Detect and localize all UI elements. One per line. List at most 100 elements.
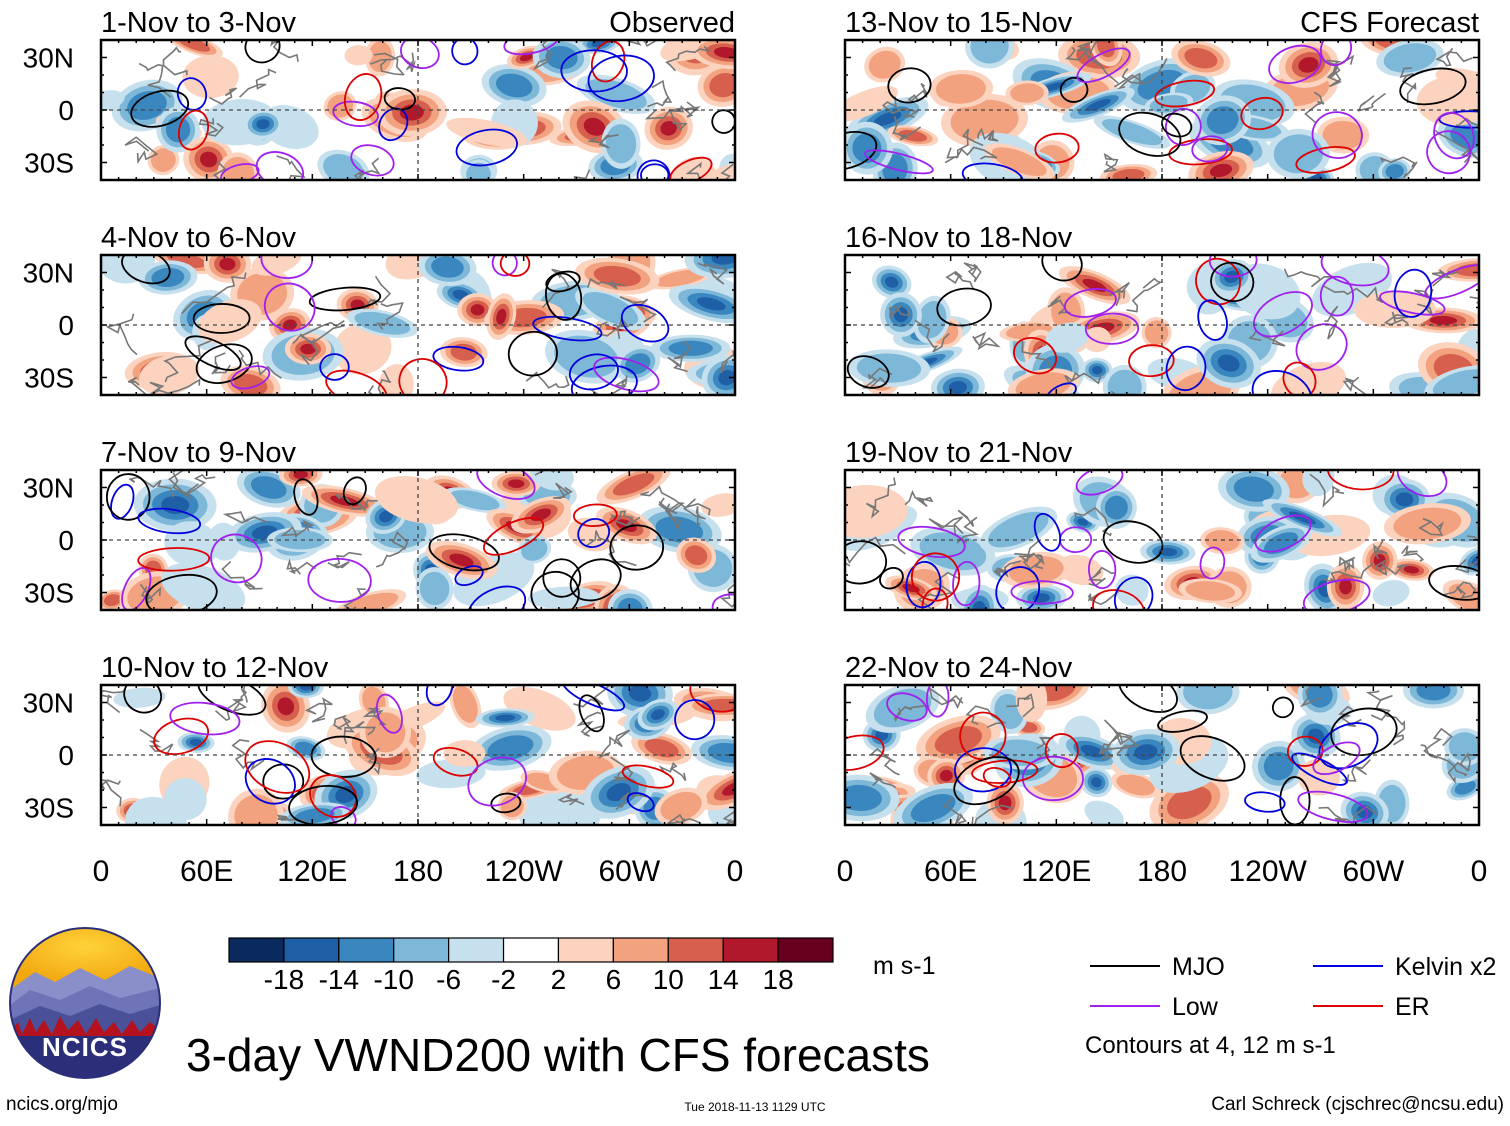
anomaly-shading (1383, 43, 1437, 73)
coastline (286, 558, 317, 575)
anomaly-shading (1354, 290, 1436, 328)
wave-contour (1295, 146, 1356, 174)
anomaly-shading (917, 301, 947, 339)
coastline (231, 739, 265, 772)
anomaly-shading (299, 685, 312, 691)
anomaly-shading (127, 90, 167, 120)
anomaly-shading (1183, 685, 1233, 710)
coastline (697, 262, 729, 285)
wave-contour (542, 558, 582, 598)
wave-contour (1424, 264, 1479, 300)
coastline (722, 810, 735, 825)
coastline (945, 270, 975, 290)
coastline (276, 155, 306, 180)
coastline (1326, 59, 1343, 88)
anomaly-shading (1372, 580, 1410, 607)
coastline (928, 686, 964, 709)
y-tick-label: 0 (58, 95, 74, 126)
wave-contour (1128, 344, 1175, 378)
x-tick-label: 120W (484, 855, 563, 888)
wave-contour (1254, 514, 1312, 553)
wave-contour (1075, 470, 1124, 496)
field-layer (845, 685, 1479, 825)
wave-contour (570, 364, 638, 395)
coastline (907, 82, 928, 103)
wave-contour (845, 131, 878, 171)
coastline (163, 339, 212, 383)
y-tick-label: 30S (24, 578, 74, 609)
map-panel: 13-Nov to 15-Nov CFS Forecast (843, 7, 1481, 182)
wave-contour (169, 701, 241, 736)
coastline (943, 797, 967, 825)
coastline (525, 371, 570, 389)
wave-contour (1191, 135, 1229, 163)
wave-contour (400, 40, 440, 70)
coastline (658, 500, 685, 515)
wave-contour (1034, 132, 1080, 164)
coastline (647, 79, 673, 108)
coastline (914, 319, 950, 353)
wave-contour (176, 77, 208, 111)
coastline (667, 340, 691, 373)
anomaly-shading (446, 117, 528, 147)
field-layer (101, 470, 735, 610)
colorbar-swatch (448, 937, 505, 963)
wave-contour (1268, 44, 1322, 84)
anomaly-shading (1112, 168, 1145, 180)
wave-contour (1327, 470, 1395, 491)
wave-contour (952, 560, 981, 607)
coastline (845, 536, 906, 567)
coastline (609, 510, 641, 527)
coastline (376, 302, 404, 330)
site-url[interactable]: ncics.org/mjo (6, 1094, 118, 1115)
coastline (124, 136, 159, 165)
coastline (625, 40, 659, 47)
coastline (965, 705, 1007, 729)
coastlines (881, 40, 1479, 179)
coastline (1103, 152, 1119, 173)
coastline (586, 134, 619, 149)
anomaly-shading (470, 304, 485, 316)
colorbar-swatch (228, 937, 285, 963)
anomaly-shading (1102, 119, 1162, 146)
y-tick-label: 30S (24, 148, 74, 179)
coastline (963, 262, 982, 283)
wave-contour (1179, 735, 1246, 782)
wave-contour (897, 525, 966, 559)
anomaly-shading (910, 793, 956, 823)
anomaly-shading (466, 162, 491, 180)
coastline (1248, 329, 1286, 347)
coastline (128, 476, 174, 498)
coastline (1113, 68, 1143, 88)
anomaly-shading (450, 490, 500, 511)
anomaly-shading (365, 712, 406, 753)
anomaly-shading (374, 476, 458, 524)
anomaly-shading (335, 786, 357, 804)
y-tick-label: 30S (24, 793, 74, 824)
coastline (334, 493, 378, 512)
coastline (333, 714, 355, 733)
coastline (658, 761, 687, 781)
wave-contour (1084, 312, 1140, 345)
colorbar-swatch (557, 937, 614, 963)
anomaly-shading (104, 594, 121, 607)
anomaly-shading (1082, 326, 1112, 353)
anomaly-shading (101, 90, 125, 112)
y-tick-label: 0 (58, 740, 74, 771)
coastline (881, 96, 919, 119)
anomaly-shading (250, 476, 287, 499)
wave-contour (621, 764, 675, 789)
wave-contour (1165, 345, 1207, 392)
coastline (1098, 743, 1131, 760)
coastline (956, 509, 979, 544)
coastline (222, 510, 268, 524)
wave-contour (1199, 546, 1226, 580)
wave-contour (1319, 275, 1355, 317)
coastline (576, 711, 602, 738)
observed-label: Observed (609, 7, 735, 39)
coastline (292, 333, 319, 366)
anomaly-shading (496, 308, 507, 325)
anomaly-shading (487, 735, 534, 761)
coastline (718, 350, 735, 373)
